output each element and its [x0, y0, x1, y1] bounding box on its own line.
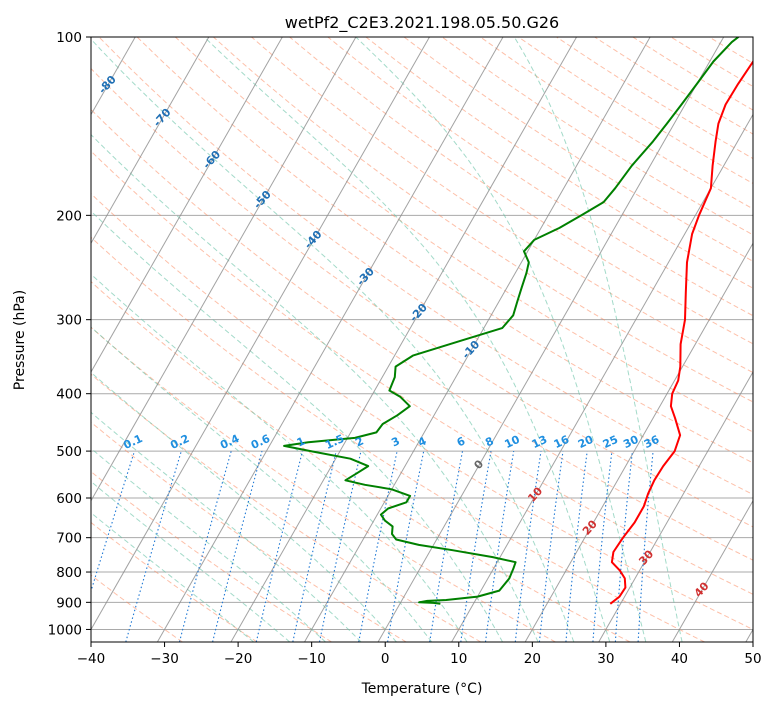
isotherm-line	[91, 37, 430, 631]
mixing-ratio-line	[318, 450, 362, 642]
x-tick-label: −30	[150, 651, 179, 667]
chart-title: wetPf2_C2E3.2021.198.05.50.G26	[285, 13, 559, 33]
mixing-ratio-line	[614, 451, 633, 642]
dry-adiabat	[91, 421, 407, 642]
isotherm-line	[91, 37, 283, 373]
dry-adiabat	[251, 37, 753, 374]
dry-adiabat	[91, 373, 482, 642]
isotherm-line	[377, 37, 725, 642]
y-tick-label: 900	[56, 595, 82, 611]
moist-adiabat	[91, 512, 255, 642]
x-tick-label: −10	[297, 651, 326, 667]
mixing-ratio-line	[212, 450, 263, 642]
mixing-ratio-label: 36	[642, 433, 662, 451]
dry-adiabat	[91, 193, 753, 630]
background-lines	[0, 37, 753, 642]
moist-adiabat	[91, 326, 433, 642]
moist-adiabat	[91, 133, 539, 642]
mixing-ratio-label: 13	[530, 433, 549, 451]
y-tick-label: 1000	[48, 622, 82, 638]
moist-adiabat	[91, 371, 397, 642]
mixing-ratio-line	[514, 451, 542, 642]
mixing-ratio-line	[484, 451, 515, 642]
isotherm-line	[156, 37, 504, 642]
mixing-ratio-line	[387, 450, 425, 642]
x-tick-label: 40	[671, 651, 688, 667]
dry-adiabat	[91, 574, 183, 642]
moist-adiabat	[513, 37, 683, 642]
isotherm-line	[0, 37, 62, 642]
y-axis-title: Pressure (hPa)	[12, 290, 28, 390]
mixing-ratio-label: 16	[552, 433, 572, 451]
isotherm-line	[451, 113, 753, 642]
isotherm-line	[671, 499, 753, 642]
dry-adiabat	[91, 521, 258, 642]
mixing-ratio-line	[292, 450, 337, 642]
mixing-ratio-line	[125, 450, 182, 642]
dry-adiabat	[289, 37, 753, 345]
temperature-profile-line	[609, 59, 753, 605]
x-tick-label: 0	[381, 651, 390, 667]
dry-adiabat	[213, 37, 753, 403]
mixing-ratio-label: 10	[503, 433, 523, 451]
y-tick-label: 200	[56, 208, 82, 224]
dry-adiabat	[91, 150, 753, 595]
dry-adiabat	[91, 67, 753, 528]
y-tick-label: 500	[56, 444, 82, 460]
isotherm-line	[91, 37, 210, 245]
mixing-ratio-line	[637, 451, 654, 642]
y-tick-label: 700	[56, 531, 82, 547]
y-tick-label: 800	[56, 565, 82, 581]
mixing-ratio-line	[592, 451, 613, 642]
mixing-ratio-label: 30	[621, 433, 641, 451]
isotherm-line	[91, 37, 357, 502]
x-tick-label: 50	[744, 651, 761, 667]
moist-adiabat	[91, 447, 326, 642]
isotherm-line	[304, 37, 651, 642]
mixing-ratio-line	[538, 451, 564, 642]
x-tick-label: −40	[77, 651, 106, 667]
dry-adiabat	[91, 236, 705, 642]
x-tick-label: 20	[524, 651, 541, 667]
dry-adiabat	[91, 281, 631, 642]
dry-adiabat	[98, 37, 753, 496]
x-tick-label: 30	[597, 651, 614, 667]
plot-area	[91, 37, 753, 642]
y-tick-label: 600	[56, 491, 82, 507]
y-tick-label: 400	[56, 387, 82, 403]
isotherm-line	[230, 37, 578, 642]
y-tick-label: 100	[56, 30, 82, 46]
moist-adiabat	[91, 480, 291, 642]
y-tick-label: 300	[56, 313, 82, 329]
mixing-ratio-label: 20	[576, 433, 596, 451]
moist-adiabat	[355, 37, 647, 642]
isotherm-line	[524, 242, 753, 642]
mixing-ratio-label: 25	[601, 433, 620, 451]
mixing-ratio-line	[91, 450, 136, 593]
mixing-ratio-line	[429, 450, 464, 642]
isotherm-line	[598, 370, 753, 642]
x-axis-title: Temperature (°C)	[361, 681, 483, 697]
dry-adiabat	[91, 326, 556, 642]
profile-series	[283, 37, 753, 605]
mixing-ratio-line	[565, 451, 588, 642]
mixing-ratio-line	[460, 451, 492, 642]
moist-adiabat	[91, 210, 503, 642]
axes: −40 −30 −20 −10 0 10 20 30 40 50 100 200 300 400 500 60…	[48, 30, 762, 667]
mixing-ratio-line	[178, 450, 232, 642]
x-tick-label: −20	[224, 651, 253, 667]
mixing-ratio-line	[255, 450, 304, 642]
x-tick-label: 10	[450, 651, 467, 667]
moist-adiabat	[91, 411, 362, 642]
dewpoint-profile-line	[283, 37, 740, 605]
plot-frame	[90, 36, 754, 643]
mixing-ratio-line	[358, 450, 398, 642]
